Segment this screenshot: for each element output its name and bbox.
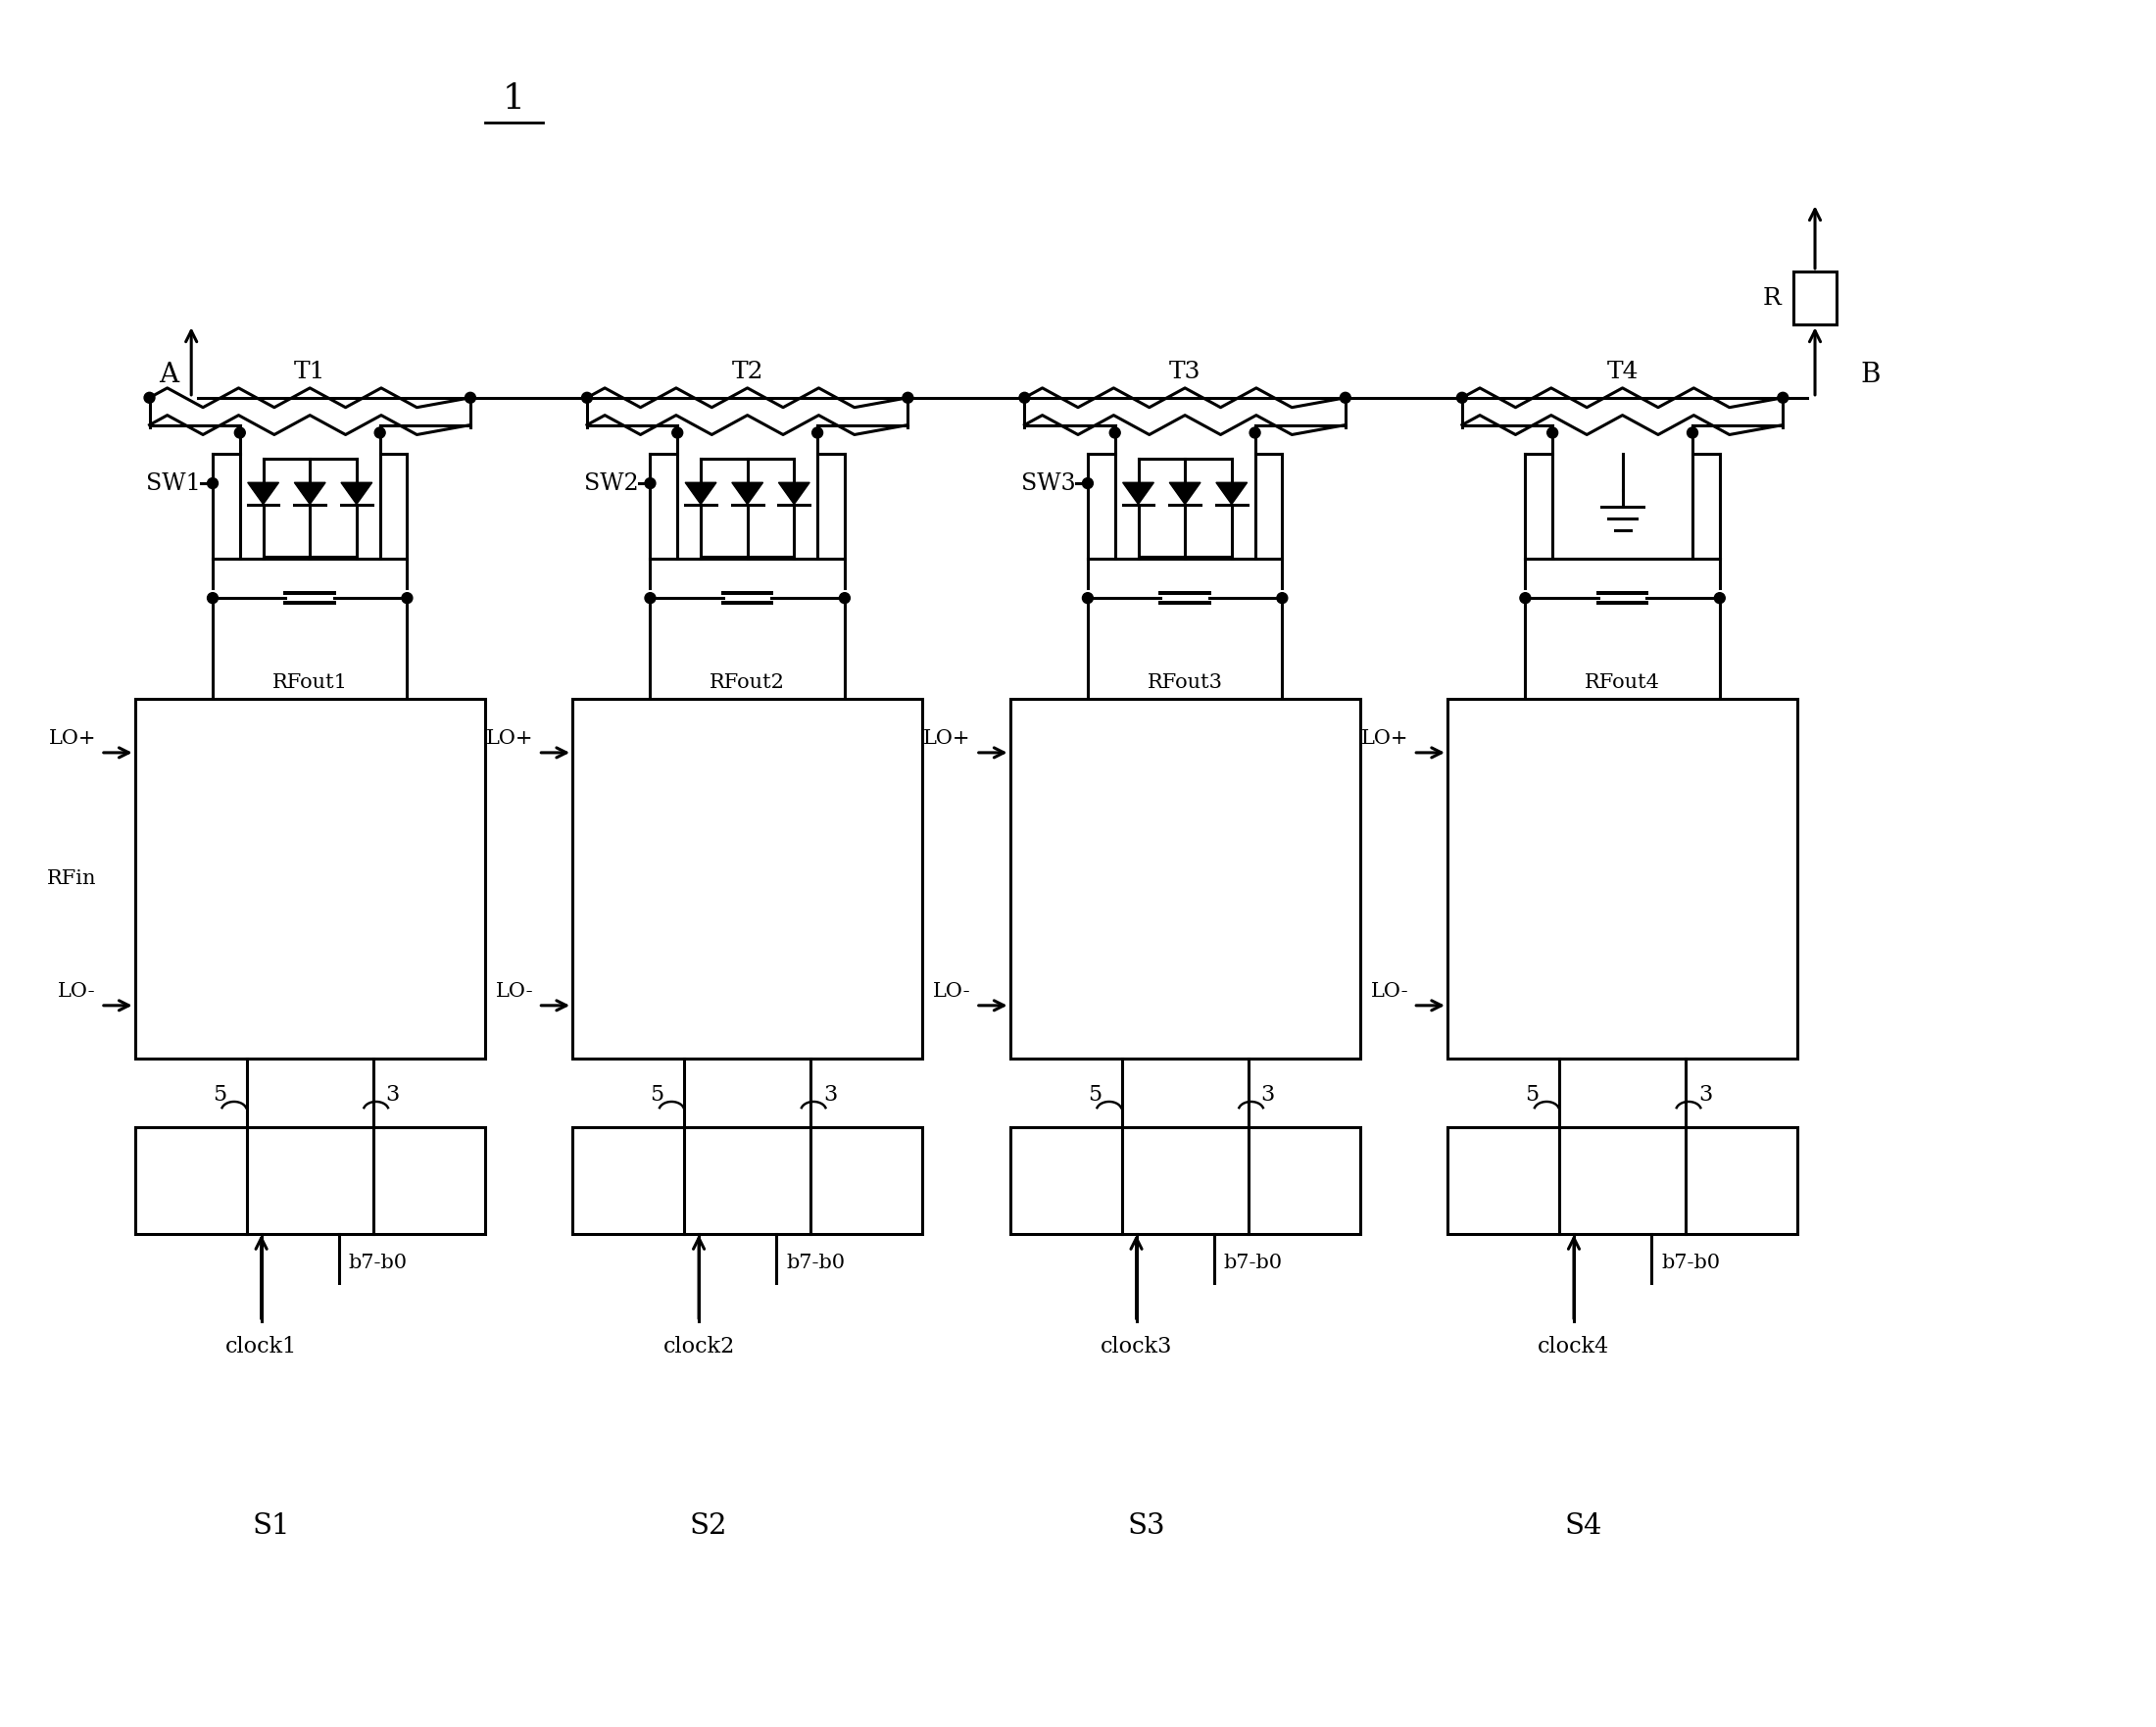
Polygon shape <box>778 482 811 504</box>
Circle shape <box>582 392 593 402</box>
Polygon shape <box>248 482 278 504</box>
Text: 3: 3 <box>1699 1085 1712 1105</box>
Text: LO-: LO- <box>1371 983 1408 1000</box>
Bar <box>1447 1128 1798 1235</box>
Text: LO-: LO- <box>496 983 533 1000</box>
Circle shape <box>1250 427 1261 439</box>
Text: T4: T4 <box>1606 361 1639 383</box>
Circle shape <box>466 392 476 402</box>
Circle shape <box>1341 392 1350 402</box>
Text: A: A <box>160 361 179 389</box>
Text: clock4: clock4 <box>1537 1337 1611 1357</box>
Text: 5: 5 <box>1524 1085 1539 1105</box>
Bar <box>136 699 485 1059</box>
Text: clock3: clock3 <box>1100 1337 1173 1357</box>
Circle shape <box>1020 392 1031 402</box>
Circle shape <box>1082 478 1093 489</box>
Circle shape <box>1457 392 1468 402</box>
Circle shape <box>673 427 683 439</box>
Text: b7-b0: b7-b0 <box>349 1254 407 1273</box>
Circle shape <box>1276 592 1287 603</box>
Bar <box>1009 1128 1360 1235</box>
Text: RFin: RFin <box>47 870 97 888</box>
Polygon shape <box>341 482 373 504</box>
Text: B: B <box>1861 361 1880 389</box>
Text: b7-b0: b7-b0 <box>1225 1254 1283 1273</box>
Circle shape <box>401 592 412 603</box>
Circle shape <box>645 478 655 489</box>
Bar <box>1447 699 1798 1059</box>
Circle shape <box>1082 592 1093 603</box>
Text: b7-b0: b7-b0 <box>1662 1254 1720 1273</box>
Circle shape <box>1777 392 1787 402</box>
Polygon shape <box>731 482 763 504</box>
Text: S1: S1 <box>252 1513 289 1539</box>
Text: 1: 1 <box>502 83 526 116</box>
Text: 5: 5 <box>651 1085 664 1105</box>
Circle shape <box>1110 427 1121 439</box>
Text: RFout2: RFout2 <box>709 674 785 693</box>
Polygon shape <box>295 482 326 504</box>
Text: LO+: LO+ <box>47 729 97 748</box>
Circle shape <box>813 427 824 439</box>
Text: 3: 3 <box>824 1085 837 1105</box>
Circle shape <box>1714 592 1725 603</box>
Text: S4: S4 <box>1565 1513 1602 1539</box>
Text: S2: S2 <box>690 1513 727 1539</box>
Bar <box>1794 271 1837 325</box>
Text: SW3: SW3 <box>1022 471 1076 494</box>
Circle shape <box>207 478 218 489</box>
Circle shape <box>1688 427 1697 439</box>
Circle shape <box>144 392 155 402</box>
Text: R: R <box>1764 287 1781 309</box>
Polygon shape <box>1169 482 1201 504</box>
Text: 5: 5 <box>213 1085 226 1105</box>
Text: SW2: SW2 <box>584 471 638 494</box>
Text: clock2: clock2 <box>662 1337 735 1357</box>
Circle shape <box>903 392 914 402</box>
Bar <box>1009 699 1360 1059</box>
Circle shape <box>1548 427 1559 439</box>
Text: T2: T2 <box>731 361 763 383</box>
Circle shape <box>839 592 849 603</box>
Bar <box>571 1128 923 1235</box>
Text: S3: S3 <box>1128 1513 1164 1539</box>
Circle shape <box>645 592 655 603</box>
Text: clock1: clock1 <box>226 1337 298 1357</box>
Text: LO-: LO- <box>58 983 97 1000</box>
Text: LO+: LO+ <box>485 729 533 748</box>
Circle shape <box>1520 592 1531 603</box>
Text: LO-: LO- <box>934 983 970 1000</box>
Circle shape <box>375 427 386 439</box>
Text: 3: 3 <box>1261 1085 1274 1105</box>
Text: 5: 5 <box>1087 1085 1102 1105</box>
Text: LO+: LO+ <box>1360 729 1408 748</box>
Circle shape <box>235 427 246 439</box>
Text: T3: T3 <box>1169 361 1201 383</box>
Circle shape <box>207 592 218 603</box>
Bar <box>136 1128 485 1235</box>
Polygon shape <box>1123 482 1153 504</box>
Text: RFout3: RFout3 <box>1147 674 1222 693</box>
Polygon shape <box>1216 482 1246 504</box>
Text: SW1: SW1 <box>147 471 201 494</box>
Bar <box>571 699 923 1059</box>
Text: RFout1: RFout1 <box>272 674 347 693</box>
Polygon shape <box>686 482 716 504</box>
Text: T1: T1 <box>293 361 326 383</box>
Text: LO+: LO+ <box>923 729 970 748</box>
Text: b7-b0: b7-b0 <box>787 1254 845 1273</box>
Text: RFout4: RFout4 <box>1585 674 1660 693</box>
Text: 3: 3 <box>386 1085 399 1105</box>
